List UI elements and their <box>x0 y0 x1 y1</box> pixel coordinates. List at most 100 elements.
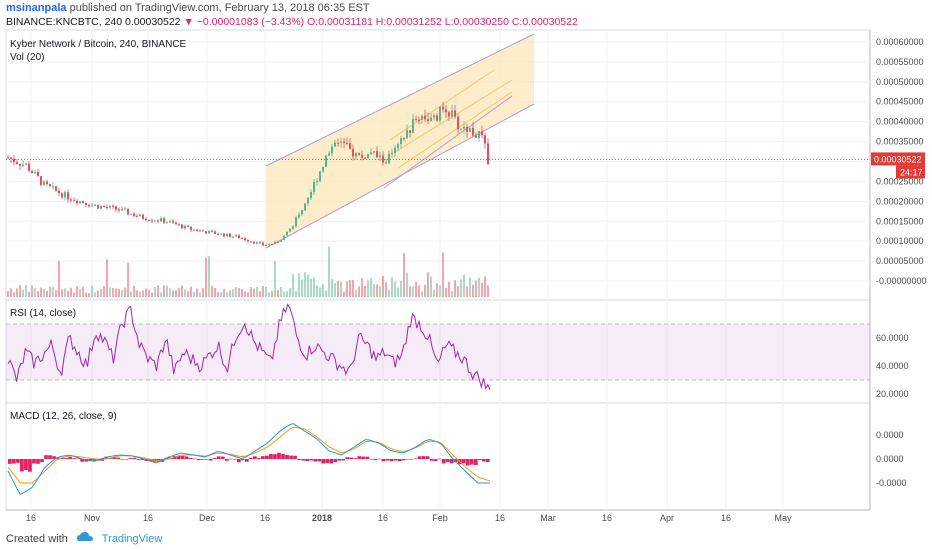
candle-body <box>160 218 162 222</box>
candle-body <box>430 117 432 122</box>
candle-body <box>169 221 171 223</box>
macd-hist-bar <box>184 456 189 459</box>
volume-bar <box>289 287 291 297</box>
volume-bar <box>427 272 429 297</box>
candle-body <box>166 222 168 224</box>
volume-bar <box>364 285 366 297</box>
volume-bar <box>46 290 48 297</box>
tradingview-brand[interactable]: TradingView <box>101 532 163 545</box>
publish-header: msinanpala published on TradingView.com,… <box>6 2 370 14</box>
candle-body <box>418 119 420 121</box>
volume-bar <box>169 288 171 297</box>
volume-bar <box>403 253 405 297</box>
candle-body <box>112 205 114 207</box>
volume-bar <box>133 285 135 297</box>
candle-body <box>148 220 150 222</box>
candle-body <box>223 233 225 237</box>
candle-body <box>46 181 48 185</box>
volume-bar <box>115 288 117 297</box>
volume-bar <box>466 286 468 297</box>
y-tick-label: 0.00010000 <box>876 236 924 246</box>
macd-hist-bar <box>224 459 229 461</box>
volume-bar <box>325 290 327 297</box>
volume-bar <box>328 246 330 297</box>
volume-bar <box>223 288 225 297</box>
candle-body <box>85 202 87 206</box>
volume-bar <box>232 289 234 297</box>
macd-hist-bar <box>333 459 338 463</box>
volume-bar <box>208 256 210 297</box>
volume-bar <box>130 291 132 297</box>
macd-hist-bar <box>136 459 141 460</box>
volume-bar <box>28 291 30 297</box>
candle-body <box>304 203 306 211</box>
candle-body <box>346 142 348 144</box>
candle-body <box>295 217 297 227</box>
candle-body <box>154 220 156 222</box>
volume-bar <box>7 291 9 297</box>
volume-bar <box>469 277 471 297</box>
volume-bar <box>391 277 393 297</box>
macd-hist-bar <box>293 455 297 459</box>
volume-bar <box>277 289 279 297</box>
volume-bar <box>193 291 195 297</box>
macd-hist-bar <box>204 459 209 460</box>
y-tick-label: 0.00055000 <box>876 57 924 67</box>
volume-bar <box>484 276 486 297</box>
volume-bar <box>316 285 318 297</box>
candle-body <box>235 235 237 237</box>
macd-hist-bar <box>337 459 342 461</box>
macd-hist-bar <box>477 459 482 461</box>
macd-hist-bar <box>64 458 68 459</box>
candle-body <box>331 146 333 154</box>
macd-hist-bar <box>425 456 430 459</box>
macd-hist-bar <box>485 459 490 463</box>
volume-bar <box>94 292 96 297</box>
macd-hist-bar <box>112 457 117 459</box>
volume-bar <box>229 290 231 297</box>
y-tick-label: 0.00015000 <box>876 216 924 226</box>
volume-bar <box>151 292 153 297</box>
volume-bar <box>37 291 39 297</box>
candle-body <box>361 154 363 158</box>
axes: 0.00060000 0.00055000 0.00050000 0.00045000… <box>26 37 927 523</box>
macd-hist-bar <box>397 459 402 462</box>
candle-body <box>187 225 189 227</box>
macd-hist-bar <box>16 459 20 463</box>
volume-bar <box>19 285 21 297</box>
macd-hist-bar <box>469 459 474 465</box>
candle-body <box>394 147 396 153</box>
volume-bar <box>271 291 273 297</box>
candle-body <box>487 143 489 165</box>
macd-hist-bar <box>216 456 221 459</box>
volume-bar <box>343 291 345 297</box>
candle-body <box>343 141 345 143</box>
candle-body <box>184 225 186 229</box>
volume-bar <box>481 282 483 297</box>
volume-bar <box>22 289 24 297</box>
macd-hist-bar <box>196 459 201 461</box>
candle-body <box>181 224 183 229</box>
volume-bar <box>400 280 402 297</box>
candle-body <box>469 127 471 132</box>
macd-hist-bar <box>80 459 85 462</box>
candle-body <box>193 229 195 231</box>
candle-body <box>109 205 111 208</box>
volume-bar <box>331 279 333 297</box>
volume-bar <box>175 289 177 297</box>
footer: Created with TradingView <box>6 531 162 546</box>
volume-bar <box>154 287 156 297</box>
macd-hist-bar <box>261 456 265 459</box>
candle-body <box>472 127 474 136</box>
volume-bar <box>145 288 147 297</box>
author-link[interactable]: msinanpala <box>6 2 67 14</box>
volume-bar <box>43 289 45 297</box>
volume-bar <box>205 257 207 297</box>
x-tick-label: 16 <box>378 513 388 523</box>
volume-bar <box>448 281 450 297</box>
candle-body <box>268 243 270 246</box>
volume-bar <box>106 259 108 297</box>
candle-body <box>358 152 360 155</box>
macd-label: MACD (12, 26, close, 9) <box>10 411 117 422</box>
